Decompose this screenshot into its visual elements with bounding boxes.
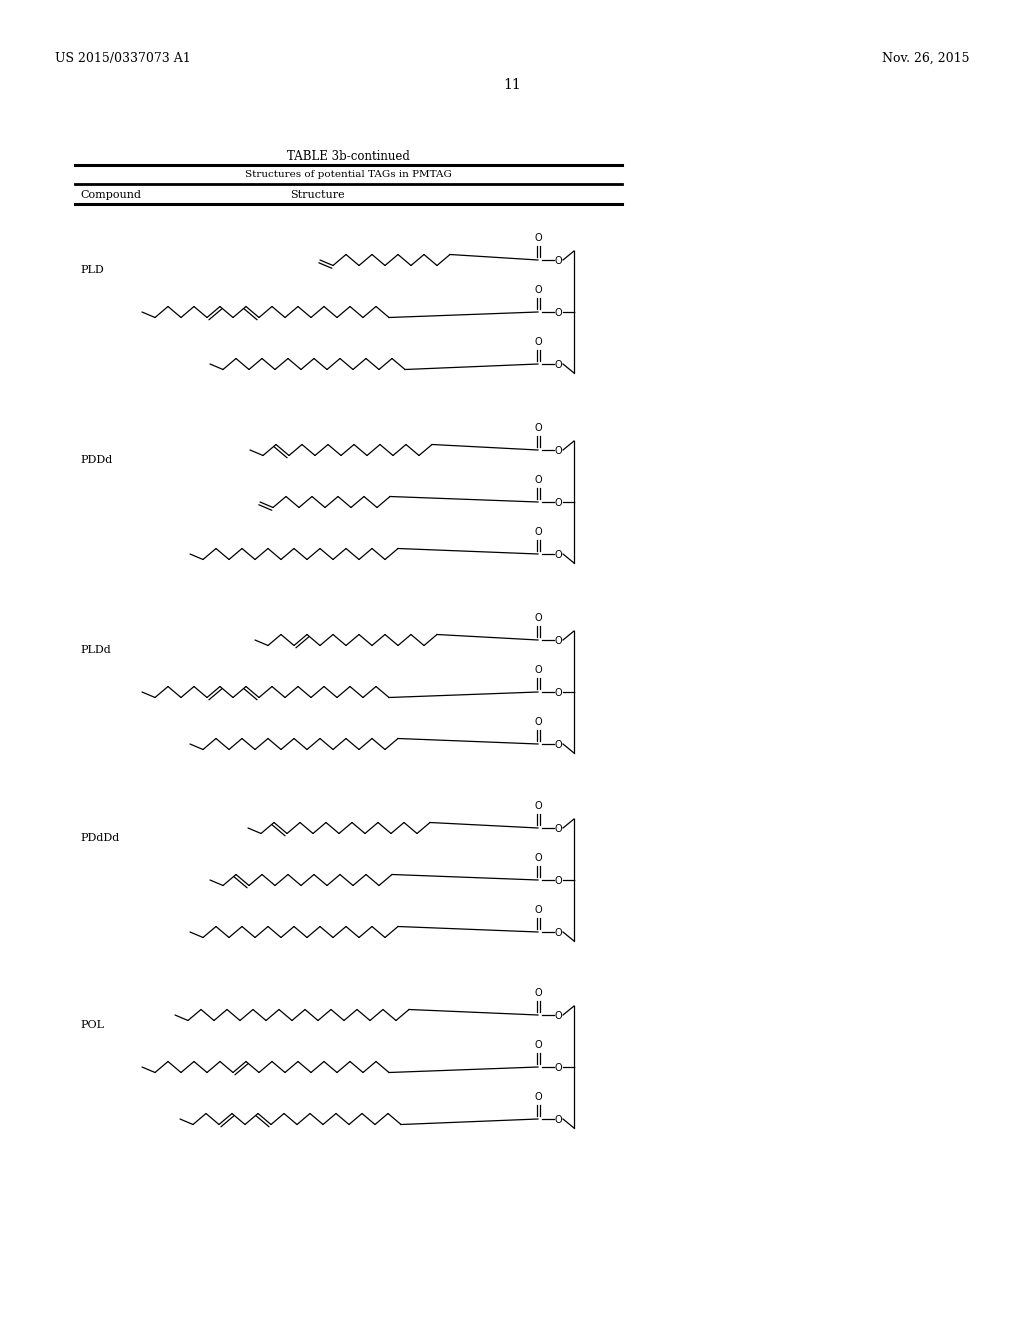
Text: O: O (535, 801, 543, 810)
Text: O: O (554, 1063, 562, 1073)
Text: O: O (535, 422, 543, 433)
Text: PLD: PLD (80, 265, 103, 275)
Text: O: O (554, 824, 562, 834)
Text: O: O (554, 928, 562, 939)
Text: 11: 11 (503, 78, 521, 92)
Text: TABLE 3b-continued: TABLE 3b-continued (287, 150, 410, 162)
Text: O: O (554, 550, 562, 560)
Text: PLDd: PLDd (80, 645, 111, 655)
Text: O: O (535, 527, 543, 537)
Text: PDDd: PDDd (80, 455, 113, 465)
Text: O: O (535, 906, 543, 915)
Text: O: O (535, 1092, 543, 1102)
Text: O: O (535, 853, 543, 863)
Text: O: O (554, 360, 562, 370)
Text: PDdDd: PDdDd (80, 833, 119, 843)
Text: US 2015/0337073 A1: US 2015/0337073 A1 (55, 51, 190, 65)
Text: Structures of potential TAGs in PMTAG: Structures of potential TAGs in PMTAG (245, 170, 452, 180)
Text: O: O (554, 741, 562, 750)
Text: O: O (535, 987, 543, 998)
Text: O: O (554, 498, 562, 508)
Text: O: O (554, 688, 562, 698)
Text: O: O (535, 234, 543, 243)
Text: O: O (554, 1115, 562, 1125)
Text: O: O (535, 285, 543, 294)
Text: O: O (554, 256, 562, 267)
Text: O: O (535, 612, 543, 623)
Text: Compound: Compound (80, 190, 141, 201)
Text: O: O (554, 876, 562, 886)
Text: O: O (535, 475, 543, 484)
Text: POL: POL (80, 1020, 104, 1030)
Text: O: O (554, 1011, 562, 1020)
Text: O: O (535, 717, 543, 727)
Text: O: O (554, 636, 562, 645)
Text: O: O (535, 337, 543, 347)
Text: O: O (554, 446, 562, 455)
Text: O: O (554, 308, 562, 318)
Text: Nov. 26, 2015: Nov. 26, 2015 (882, 51, 969, 65)
Text: O: O (535, 1040, 543, 1049)
Text: O: O (535, 665, 543, 675)
Text: Structure: Structure (290, 190, 345, 201)
